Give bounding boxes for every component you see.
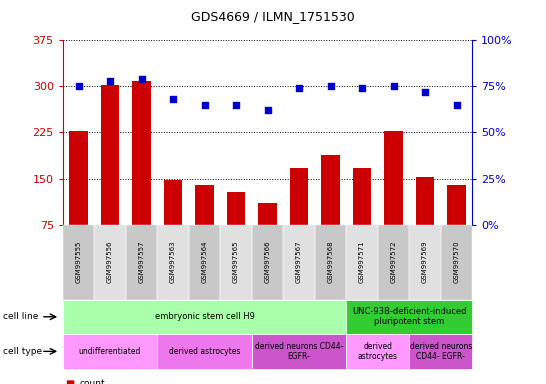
Text: cell type: cell type [3,347,42,356]
Bar [195,185,214,225]
Text: GSM997563: GSM997563 [170,241,176,283]
Point [137,76,146,82]
Bar [321,155,340,225]
Text: GSM997571: GSM997571 [359,241,365,283]
Bar [69,131,88,225]
Text: GDS4669 / ILMN_1751530: GDS4669 / ILMN_1751530 [191,10,355,23]
Text: ■: ■ [66,379,75,384]
Text: GSM997572: GSM997572 [390,241,396,283]
Text: GSM997555: GSM997555 [75,241,81,283]
Point [106,78,115,84]
Point [232,102,240,108]
Bar [416,177,435,225]
Bar [132,81,151,225]
Text: GSM997566: GSM997566 [265,241,270,283]
Bar [100,85,120,225]
Text: undifferentiated: undifferentiated [79,347,141,356]
Text: GSM997556: GSM997556 [107,241,113,283]
Bar [227,192,246,225]
Text: embryonic stem cell H9: embryonic stem cell H9 [155,312,254,321]
Point [326,83,335,89]
Text: GSM997565: GSM997565 [233,241,239,283]
Point [169,96,177,103]
Point [295,85,304,91]
Text: GSM997569: GSM997569 [422,241,428,283]
Point [74,83,83,89]
Text: GSM997568: GSM997568 [328,241,334,283]
Text: GSM997564: GSM997564 [201,241,207,283]
Bar [384,131,403,225]
Text: derived
astrocytes: derived astrocytes [358,342,398,361]
Point [200,102,209,108]
Text: derived astrocytes: derived astrocytes [169,347,240,356]
Bar [353,167,371,225]
Text: UNC-93B-deficient-induced
pluripotent stem: UNC-93B-deficient-induced pluripotent st… [352,307,466,326]
Text: derived neurons CD44-
EGFR-: derived neurons CD44- EGFR- [255,342,343,361]
Text: derived neurons
CD44- EGFR-: derived neurons CD44- EGFR- [410,342,472,361]
Point [358,85,366,91]
Bar [289,167,308,225]
Text: count: count [79,379,105,384]
Text: cell line: cell line [3,312,38,321]
Bar [258,203,277,225]
Text: GSM997570: GSM997570 [454,241,460,283]
Point [420,89,429,95]
Point [452,102,461,108]
Bar [447,185,466,225]
Point [389,83,398,89]
Point [263,107,272,113]
Text: GSM997557: GSM997557 [139,241,145,283]
Bar [164,180,182,225]
Text: GSM997567: GSM997567 [296,241,302,283]
